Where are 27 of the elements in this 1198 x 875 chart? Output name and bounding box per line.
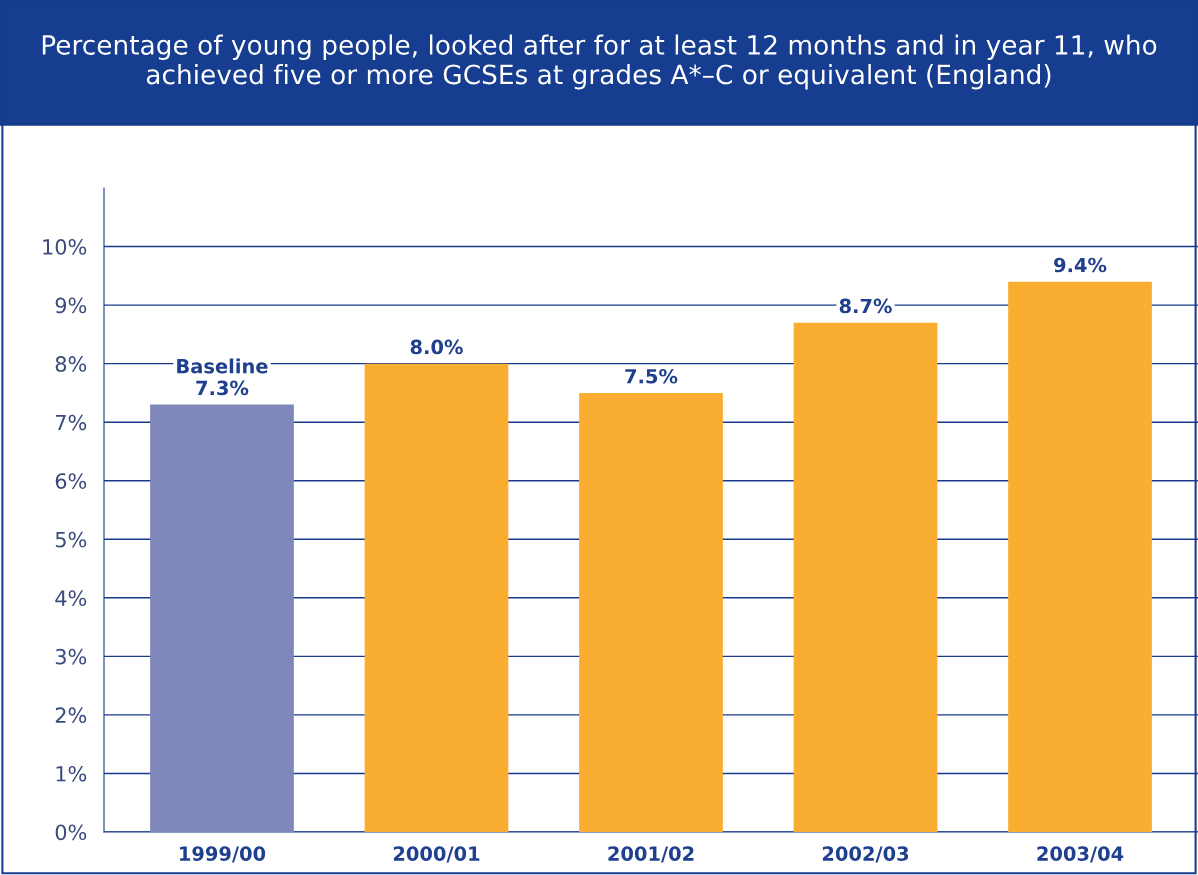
y-tick-label: 6% [55, 473, 87, 489]
y-tick-label: 3% [55, 648, 87, 665]
y-tick-label: 7% [55, 414, 87, 431]
bar [793, 322, 938, 832]
data-label: 8.7% [839, 298, 892, 314]
y-tick-label: 4% [55, 590, 87, 607]
y-tick-label: 2% [55, 707, 87, 724]
bar [579, 392, 723, 832]
bar [150, 404, 294, 832]
x-tick-label: 1999/00 [180, 846, 266, 863]
x-tick-label: 2003/04 [1037, 846, 1124, 863]
data-label: 8.0% [410, 339, 463, 355]
x-tick-label: 2000/01 [393, 846, 480, 863]
chart-title: Percentage of young people, looked after for at least 12 months and in year 11, who achieved five or more GCSEs at grades A*–C or equivalent (England) [42, 34, 1157, 90]
y-tick-label: 5% [55, 531, 87, 548]
y-tick-label: 1% [56, 765, 87, 782]
y-tick-label: 8% [55, 356, 87, 372]
y-tick-label: 10% [43, 239, 87, 255]
data-label: Baseline 7.3% [177, 358, 268, 396]
bar [364, 363, 509, 832]
x-tick-label: 2002/03 [822, 846, 909, 863]
y-tick-label: 9% [55, 297, 87, 314]
data-label: 7.5% [625, 368, 678, 384]
bar [1008, 281, 1152, 832]
y-tick-label: 0% [55, 824, 87, 841]
x-tick-label: 2001/02 [608, 846, 694, 863]
data-label: 9.4% [1054, 257, 1107, 273]
